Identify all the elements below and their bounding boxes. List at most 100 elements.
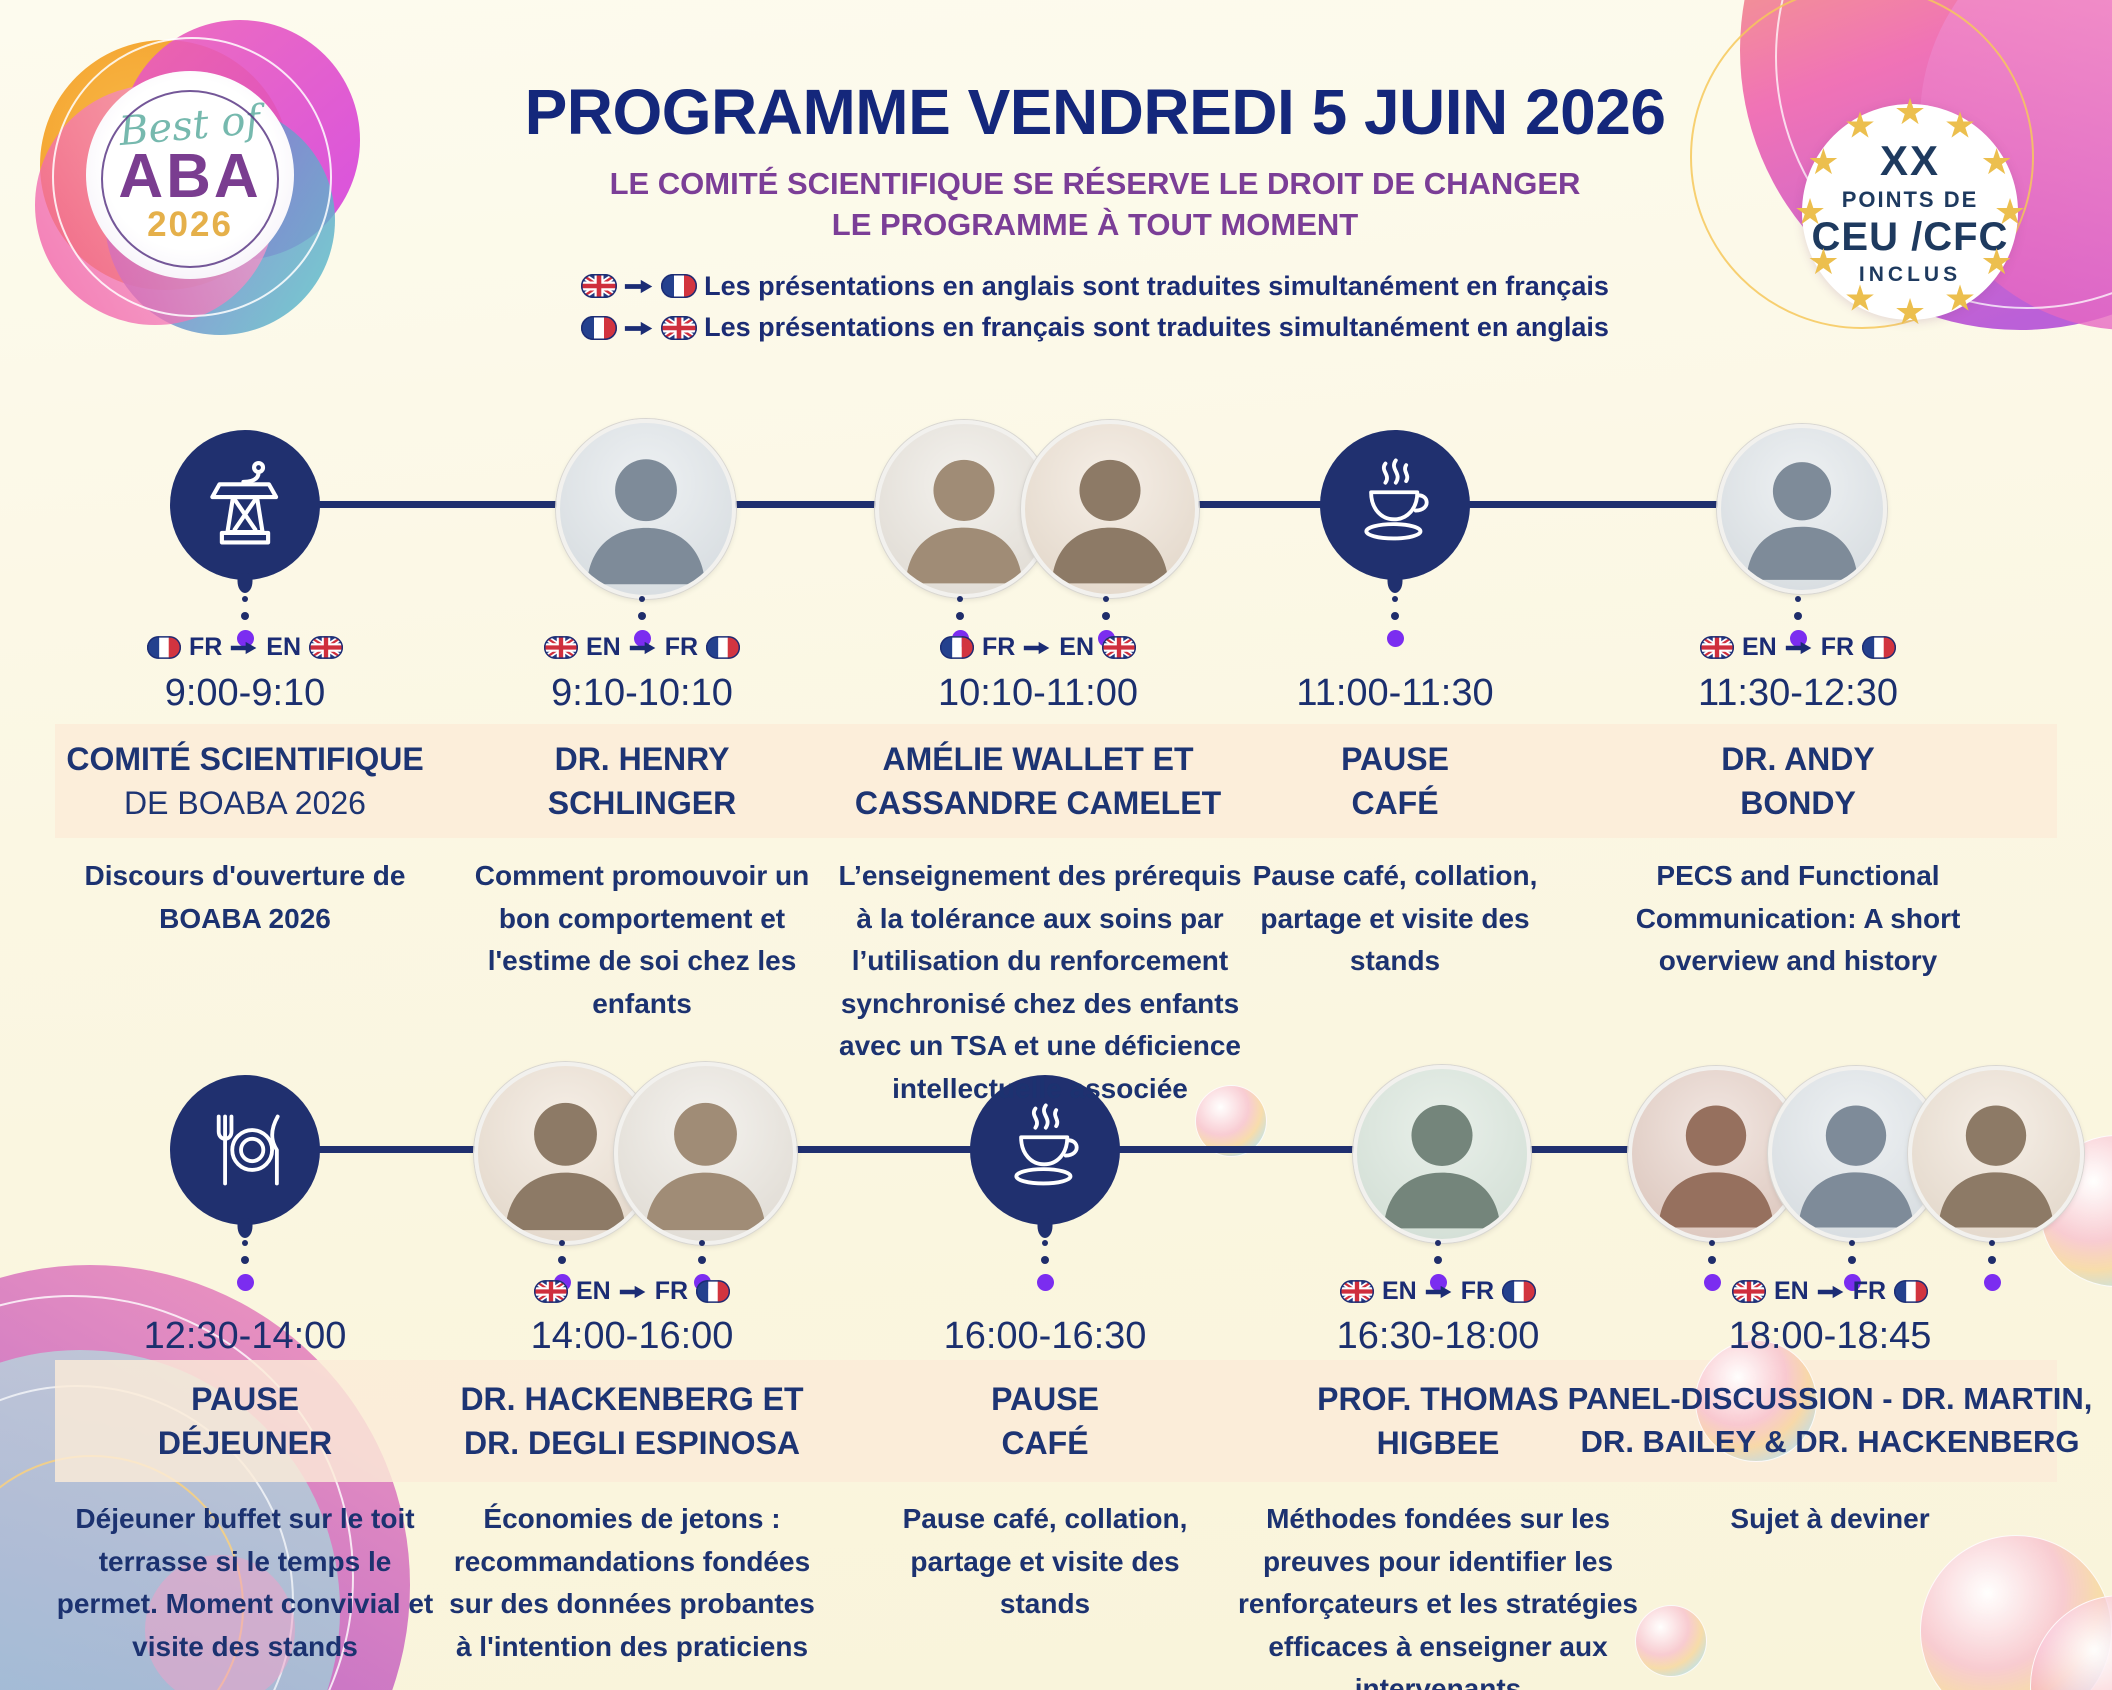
france-flag-icon — [1502, 1280, 1536, 1303]
name-line: COMITÉ SCIENTIFIQUE — [66, 740, 424, 777]
note-en-to-fr: Les présentations en anglais sont tradui… — [310, 266, 1880, 308]
timeline-connector-dots — [1983, 1240, 2001, 1291]
session-description: PECS and Functional Communication: A sho… — [1635, 860, 1961, 977]
france-flag-icon — [706, 636, 740, 659]
badge-text: XX POINTS DE CEU /CFC INCLUS — [1790, 92, 2030, 332]
bubble-decoration — [1635, 1605, 1707, 1677]
uk-flag-icon — [1700, 636, 1734, 659]
uk-flag-icon — [309, 636, 343, 659]
lang-from: FR — [981, 633, 1016, 661]
lang-to: FR — [654, 1277, 689, 1305]
badge-inclus: INCLUS — [1858, 263, 1962, 286]
logo-speech-bubble-outline — [101, 90, 279, 268]
star-icon: ★ — [1980, 141, 2013, 182]
timeline-connector-dots — [1036, 1240, 1054, 1291]
arrow-right-icon — [619, 1283, 647, 1301]
uk-flag-icon — [534, 1280, 568, 1303]
lang-from: EN — [1773, 1277, 1809, 1305]
session-name: AMÉLIE WALLET ET CASSANDRE CAMELET — [838, 724, 1238, 838]
session-time: 10:10-11:00 — [937, 672, 1139, 714]
name-line: PAUSE — [191, 1380, 299, 1417]
translation-notes: Les présentations en anglais sont tradui… — [310, 266, 1880, 350]
arrow-right-icon — [629, 639, 657, 657]
bottom-left-pink-dot — [145, 1555, 295, 1690]
name-line: DÉJEUNER — [157, 1425, 333, 1461]
coffee-cup-icon — [970, 1075, 1120, 1225]
session-time: 16:30-18:00 — [1336, 1315, 1540, 1357]
france-flag-icon — [940, 636, 974, 659]
lang-to: FR — [1820, 633, 1855, 661]
session-name: DR. HACKENBERG ET DR. DEGLI ESPINOSA — [432, 1360, 832, 1482]
badge-points-de: POINTS DE — [1841, 187, 1979, 212]
avatar-hackenberg-panel — [1908, 1066, 2084, 1242]
header: PROGRAMME VENDREDI 5 JUIN 2026 LE COMITÉ… — [310, 77, 1880, 350]
star-icon: ★ — [1793, 191, 1827, 232]
session-time: 9:00-9:10 — [164, 672, 326, 714]
session-name: PROF. THOMAS HIGBEE — [1248, 1360, 1628, 1482]
session-time: 18:00-18:45 — [1728, 1315, 1932, 1357]
arrow-right-icon — [1023, 639, 1051, 657]
uk-flag-icon — [544, 636, 578, 659]
language-label-en-fr: EN FR — [432, 1277, 832, 1306]
lang-to: FR — [664, 633, 699, 661]
language-label-en-fr: EN FR — [1608, 633, 1988, 662]
language-label-en-fr: EN FR — [452, 633, 832, 662]
bubble-decoration — [1195, 1085, 1267, 1157]
logo-ring — [52, 37, 332, 317]
restaurant-icon — [170, 1075, 320, 1225]
session-time: 11:30-12:30 — [1697, 672, 1899, 714]
badge-xx: XX — [1879, 137, 1941, 184]
uk-flag-icon — [1340, 1280, 1374, 1303]
star-icon: ★ — [1943, 277, 1977, 319]
note-text: Les présentations en anglais sont tradui… — [704, 270, 1609, 301]
star-icon: ★ — [1843, 104, 1877, 146]
name-line: CASSANDRE CAMELET — [854, 785, 1222, 821]
lang-from: EN — [575, 1277, 611, 1305]
lang-from: FR — [188, 633, 223, 661]
disclaimer-line1: LE COMITÉ SCIENTIFIQUE SE RÉSERVE LE DRO… — [609, 166, 1581, 202]
lang-to: EN — [1059, 633, 1095, 661]
session-name: PAUSE CAFÉ — [855, 1360, 1235, 1482]
arrow-right-icon — [624, 319, 654, 338]
star-icon: ★ — [1893, 291, 1927, 332]
avatar-henry-schlinger — [556, 419, 736, 599]
lang-to: FR — [1460, 1277, 1495, 1305]
session-description: Sujet à deviner — [1730, 1503, 1930, 1534]
arrow-right-icon — [230, 639, 258, 657]
coffee-cup-icon — [1320, 430, 1470, 580]
lang-from: EN — [585, 633, 621, 661]
name-line: DR. ANDY — [1721, 740, 1875, 777]
star-icon: ★ — [1943, 104, 1977, 146]
session-description: Déjeuner buffet sur le toit terrasse si … — [56, 1503, 434, 1662]
name-line: PANEL-DISCUSSION - DR. MARTIN, — [1567, 1381, 2093, 1417]
ceu-badge: ★ ★ ★ ★ ★ ★ ★ ★ ★ ★ ★ ★ XX POINTS DE CEU… — [1790, 92, 2030, 332]
disclaimer: LE COMITÉ SCIENTIFIQUE SE RÉSERVE LE DRO… — [310, 163, 1880, 245]
note-text: Les présentations en français sont tradu… — [704, 312, 1609, 343]
badge-ceu-cfc: CEU /CFC — [1811, 215, 2009, 259]
star-icon: ★ — [1980, 241, 2013, 282]
avatar-thomas-higbee — [1353, 1065, 1531, 1243]
badge-disc — [1802, 104, 2018, 320]
uk-flag-icon — [1102, 636, 1136, 659]
session-name: COMITÉ SCIENTIFIQUE DE BOABA 2026 — [55, 724, 435, 838]
name-line: CAFÉ — [1001, 1425, 1089, 1461]
name-line: PROF. THOMAS — [1317, 1380, 1559, 1417]
arrow-right-icon — [624, 277, 654, 296]
arrow-right-icon — [1785, 639, 1813, 657]
star-icon: ★ — [1843, 277, 1877, 319]
session-time: 9:10-10:10 — [551, 672, 733, 714]
session-name: PAUSE CAFÉ — [1205, 724, 1585, 838]
top-right-gold-ring — [1690, 0, 2034, 329]
avatar-cassandre-camelet — [1021, 420, 1199, 598]
star-icon: ★ — [1807, 141, 1840, 182]
timeline-connector-dots — [1703, 1240, 1721, 1291]
session-description: L’enseignement des prérequis à la toléra… — [838, 860, 1242, 1104]
name-line: PAUSE — [991, 1380, 1099, 1417]
bubble-decoration — [1695, 1340, 1817, 1462]
uk-flag-icon — [581, 274, 617, 298]
france-flag-icon — [696, 1280, 730, 1303]
name-line: AMÉLIE WALLET ET — [882, 740, 1194, 777]
uk-flag-icon — [661, 316, 697, 340]
france-flag-icon — [661, 274, 697, 298]
